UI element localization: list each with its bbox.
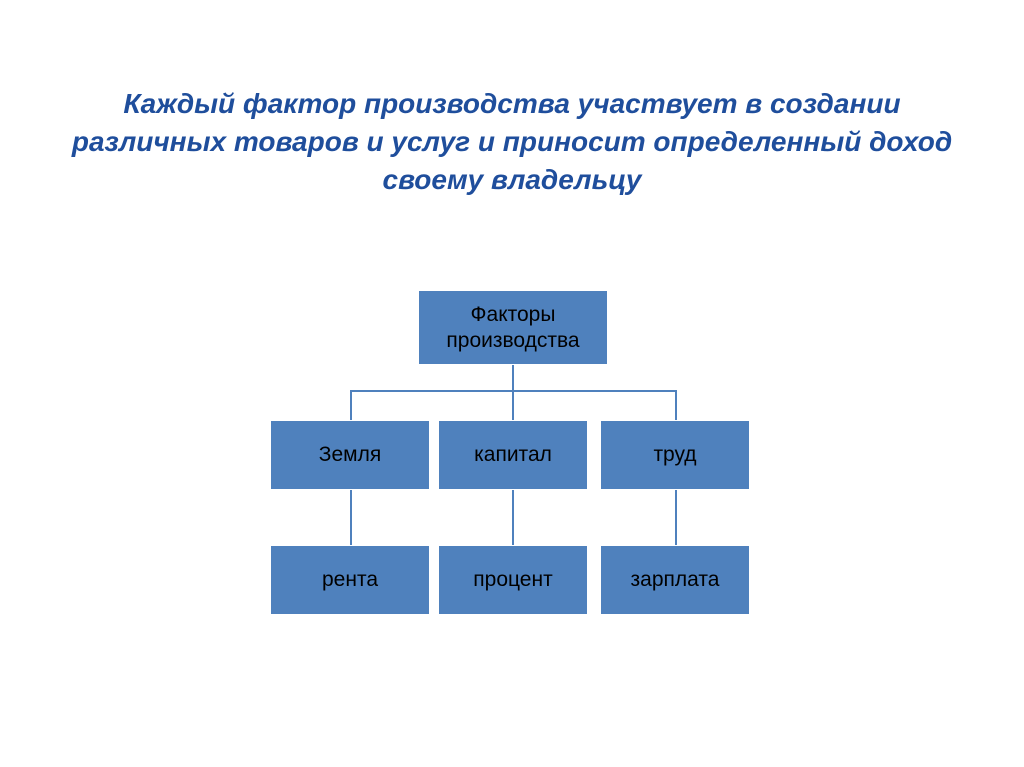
node-l2-1-label: капитал <box>474 442 552 467</box>
node-root-label: Факторы производства <box>419 302 607 352</box>
connector-l2-2 <box>675 390 677 420</box>
node-root: Факторы производства <box>418 290 608 365</box>
page-title: Каждый фактор производства участвует в с… <box>50 85 974 198</box>
node-l2-1: капитал <box>438 420 588 490</box>
connector-l2-0 <box>350 390 352 420</box>
node-l3-1-label: процент <box>473 567 552 592</box>
node-l3-2-label: зарплата <box>631 567 720 592</box>
node-l3-2: зарплата <box>600 545 750 615</box>
connector-root-down <box>512 365 514 390</box>
connector-l3-0 <box>350 490 352 545</box>
connector-l3-1 <box>512 490 514 545</box>
node-l2-2-label: труд <box>653 442 696 467</box>
node-l3-0: рента <box>270 545 430 615</box>
node-l3-1: процент <box>438 545 588 615</box>
node-l3-0-label: рента <box>322 567 378 592</box>
node-l2-0-label: Земля <box>319 442 381 467</box>
connector-l2-1 <box>512 390 514 420</box>
node-l2-0: Земля <box>270 420 430 490</box>
connector-l3-2 <box>675 490 677 545</box>
node-l2-2: труд <box>600 420 750 490</box>
